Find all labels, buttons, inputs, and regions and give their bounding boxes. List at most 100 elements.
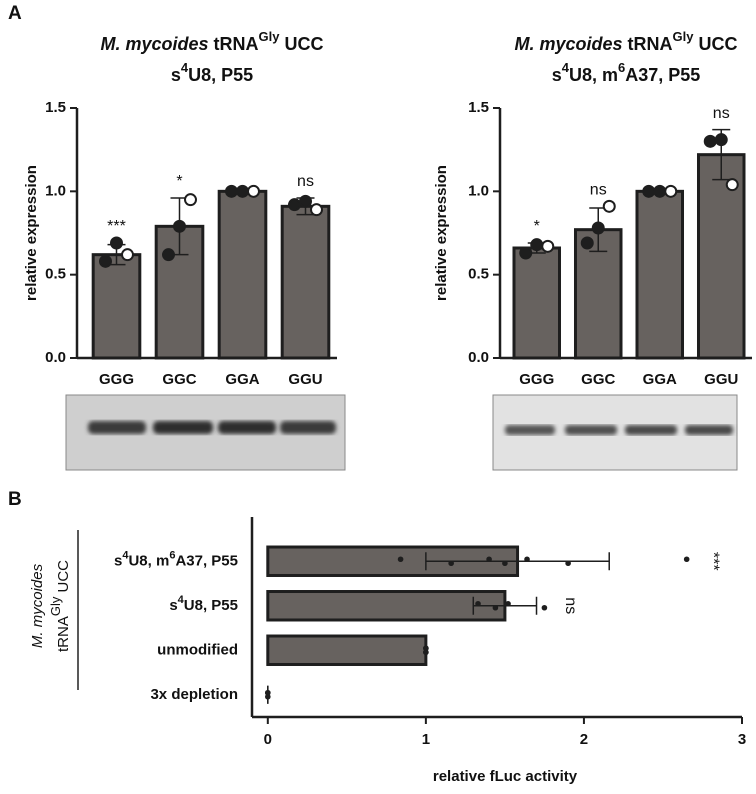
data-point (683, 556, 690, 563)
data-point (299, 194, 312, 208)
y-axis-label: relative expression (433, 165, 450, 301)
title-part: M. mycoides (514, 34, 622, 54)
label-part: 4 (178, 594, 185, 606)
significance-label: ns (590, 182, 607, 199)
significance-label: * (176, 173, 182, 190)
bar (512, 246, 562, 360)
label-part: U8, P55 (184, 597, 238, 614)
y-tick-label: s4U8, m6A37, P55 (114, 549, 238, 569)
data-point (162, 248, 175, 262)
label-part: A37, P55 (175, 552, 238, 569)
significance-label: *** (704, 552, 721, 571)
data-point (236, 184, 249, 198)
x-tick-label: 2 (580, 731, 588, 748)
x-tick-label: 1 (422, 731, 430, 748)
x-axis-label: relative fLuc activity (433, 768, 578, 785)
data-point (591, 221, 605, 235)
title-part: 4 (181, 60, 189, 75)
y-axis-label: relative expression (23, 165, 40, 301)
data-point (110, 236, 123, 250)
significance-label: *** (107, 218, 126, 235)
data-point (486, 556, 492, 563)
title-part: 6 (618, 60, 625, 75)
label-part: U8, m (128, 552, 169, 569)
chart-subtitle: s4U8, P55 (171, 60, 253, 85)
y-tick-label: unmodified (157, 641, 238, 658)
data-point (121, 248, 134, 262)
error-bar (425, 552, 610, 571)
y-tick-label: 0.0 (468, 349, 489, 366)
label-part: Gly (48, 596, 63, 616)
error-bar (472, 596, 538, 615)
label-part: tRNA (55, 616, 72, 652)
data-point (541, 604, 548, 611)
bar (266, 590, 507, 622)
bar (635, 189, 685, 360)
title-part: Gly (259, 29, 281, 44)
y-axis-label: M. mycoides (29, 563, 46, 648)
title-part: A37, P55 (625, 65, 700, 85)
significance-label: ns (297, 173, 314, 190)
title-part: tRNA (209, 34, 259, 54)
data-point (565, 560, 571, 567)
data-point (173, 219, 186, 233)
x-tick-label: GGG (99, 371, 134, 388)
bar (217, 189, 268, 360)
data-point (448, 560, 454, 567)
y-tick-label: 0.5 (45, 266, 66, 283)
x-tick-label: GGA (643, 371, 677, 388)
label-part: unmodified (157, 641, 238, 658)
title-part: U8, m (569, 65, 618, 85)
x-tick-label: 3 (738, 731, 746, 748)
title-part: 4 (562, 60, 570, 75)
significance-label: ns (713, 105, 730, 122)
data-point (423, 645, 429, 652)
data-point (99, 254, 112, 268)
data-point (725, 178, 739, 192)
x-tick-label: GGU (704, 371, 738, 388)
gel-image (65, 394, 346, 471)
data-point (397, 556, 404, 563)
label-part: M. mycoides (29, 563, 46, 648)
panel-label: B (8, 489, 22, 510)
label-part: 3x depletion (150, 686, 238, 703)
gel-image (492, 394, 738, 471)
title-part: tRNA (623, 34, 673, 54)
y-axis-label: tRNAGly UCC (48, 560, 72, 652)
data-point (664, 184, 678, 198)
title-part: UCC (280, 34, 324, 54)
data-point (653, 184, 667, 198)
title-part: U8, P55 (188, 65, 253, 85)
label-part: s (169, 597, 177, 614)
data-point (423, 649, 429, 656)
data-point (475, 600, 481, 607)
data-point (310, 203, 323, 217)
label-part: 6 (169, 549, 175, 561)
title-part: UCC (694, 34, 738, 54)
x-tick-label: 0 (264, 731, 272, 748)
y-tick-label: 0.5 (468, 266, 489, 283)
data-point (541, 239, 555, 253)
data-point (642, 184, 656, 198)
x-tick-label: GGU (288, 371, 322, 388)
x-tick-label: GGA (225, 371, 259, 388)
data-point (519, 246, 533, 260)
data-point (265, 693, 271, 700)
label-part: UCC (55, 560, 72, 597)
panel-label: A (8, 3, 22, 24)
chart-title: M. mycoides tRNAGly UCC (514, 29, 737, 54)
data-point (602, 199, 616, 213)
y-tick-label: 1.0 (45, 182, 66, 199)
data-point (524, 556, 530, 563)
data-point (184, 193, 197, 207)
significance-label: ns (562, 597, 579, 614)
y-tick-label: 1.5 (468, 99, 489, 116)
data-point (505, 600, 511, 607)
significance-label: * (534, 218, 540, 235)
x-tick-label: GGC (581, 371, 615, 388)
x-tick-label: GGG (519, 371, 554, 388)
chart-title: M. mycoides tRNAGly UCC (100, 29, 323, 54)
data-point (288, 198, 301, 212)
